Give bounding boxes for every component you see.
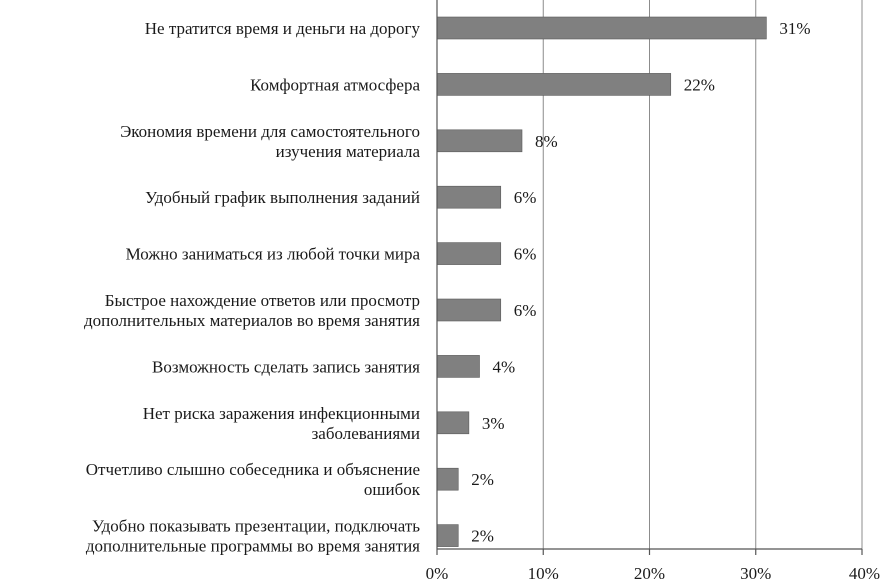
- category-label-0-0: Не тратится время и деньги на дорогу: [145, 19, 421, 38]
- category-label-5-1: дополнительных материалов во время занят…: [84, 311, 420, 330]
- value-label-2: 8%: [535, 132, 558, 151]
- category-label-7-0: Нет риска заражения инфекционными: [143, 404, 420, 423]
- value-label-4: 6%: [514, 245, 537, 264]
- bar-8: [436, 467, 459, 491]
- bar-9: [436, 524, 459, 547]
- bar-6: [436, 355, 480, 378]
- bar-4: [436, 242, 502, 265]
- category-label-9-0: Удобно показывать презентации, подключат…: [92, 517, 420, 536]
- category-label-8-0: Отчетливо слышно собеседника и объяснени…: [86, 460, 420, 479]
- category-label-9-1: дополнительные программы во время заняти…: [86, 537, 420, 556]
- x-tick-label-1: 10%: [528, 564, 559, 583]
- bar-1: [436, 73, 672, 96]
- value-label-3: 6%: [514, 188, 537, 207]
- value-label-0: 31%: [779, 19, 810, 38]
- value-label-5: 6%: [514, 301, 537, 320]
- x-tick-label-2: 20%: [634, 564, 665, 583]
- value-label-8: 2%: [471, 470, 494, 489]
- category-label-2-1: изучения материала: [276, 142, 421, 161]
- category-label-3-0: Удобный график выполнения заданий: [145, 188, 420, 207]
- x-tick-label-3: 30%: [740, 564, 771, 583]
- category-label-1-0: Комфортная атмосфера: [250, 75, 420, 94]
- category-label-7-1: заболеваниями: [312, 424, 420, 443]
- bar-0: [436, 16, 767, 40]
- x-tick-label-4: 40%: [849, 564, 880, 583]
- x-tick-label-0: 0%: [426, 564, 449, 583]
- category-label-8-1: ошибок: [364, 480, 421, 499]
- bar-7: [436, 411, 470, 435]
- bar-5: [436, 298, 502, 322]
- category-label-5-0: Быстрое нахождение ответов или просмотр: [105, 291, 420, 310]
- category-label-2-0: Экономия времени для самостоятельного: [120, 122, 420, 141]
- value-label-1: 22%: [684, 75, 715, 94]
- bar-2: [436, 129, 523, 153]
- category-label-6-0: Возможность сделать запись занятия: [152, 357, 420, 376]
- bar-3: [436, 185, 502, 209]
- category-label-4-0: Можно заниматься из любой точки мира: [126, 245, 421, 264]
- value-label-6: 4%: [493, 357, 516, 376]
- value-label-7: 3%: [482, 414, 505, 433]
- value-label-9: 2%: [471, 527, 494, 546]
